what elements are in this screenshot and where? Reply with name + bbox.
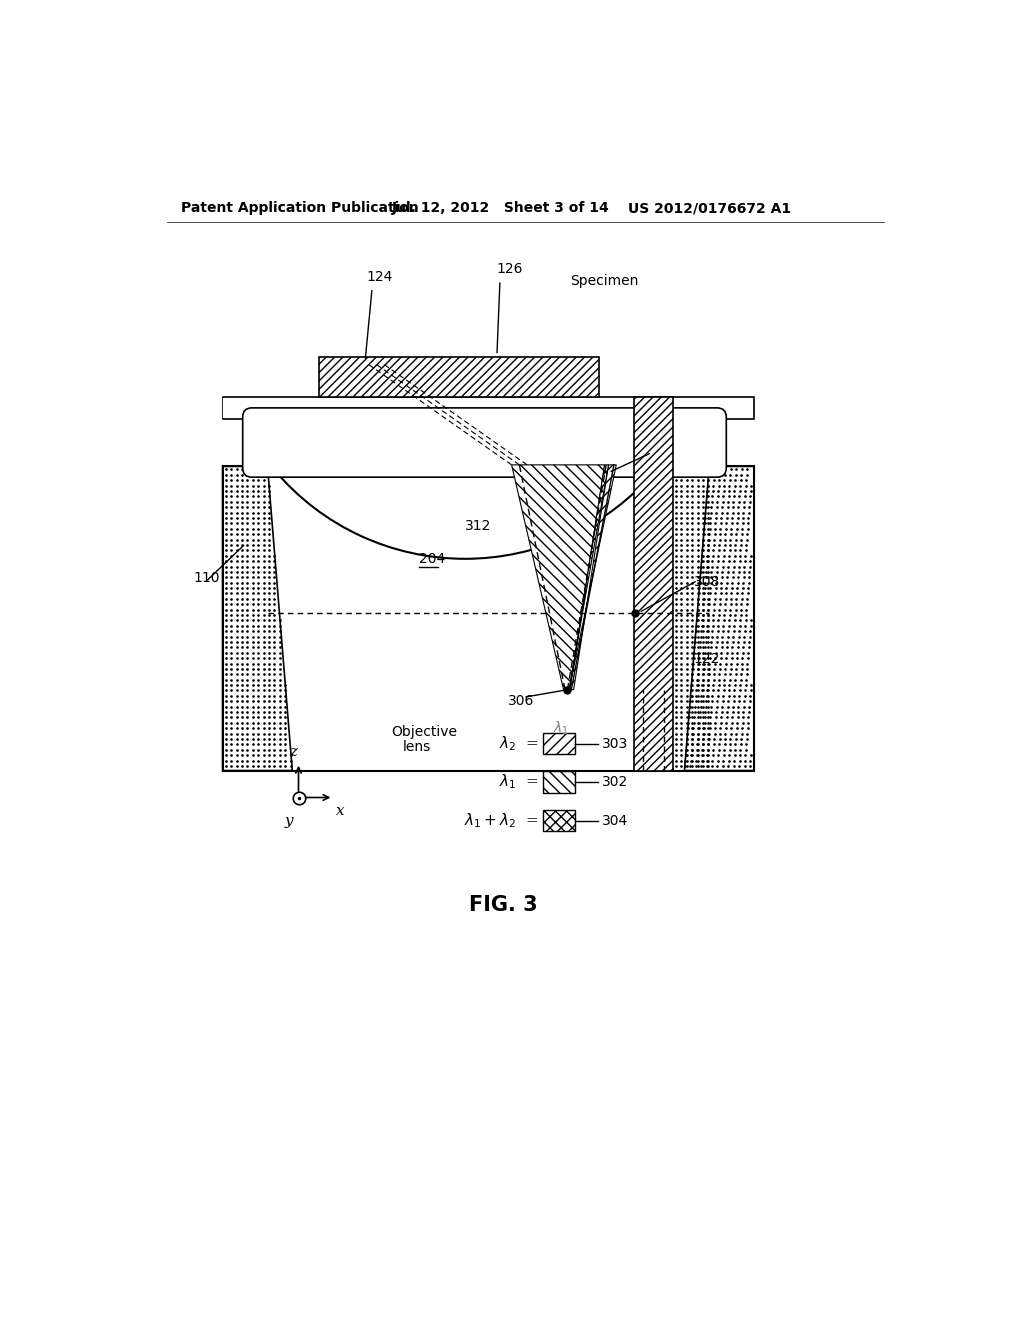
Text: $\lambda_2$: $\lambda_2$ bbox=[586, 474, 600, 490]
Text: 202: 202 bbox=[297, 438, 324, 451]
Text: 304: 304 bbox=[602, 813, 629, 828]
Bar bbox=[223, 397, 754, 418]
Text: Jul. 12, 2012   Sheet 3 of 14: Jul. 12, 2012 Sheet 3 of 14 bbox=[391, 202, 609, 215]
Text: Patent Application Publication: Patent Application Publication bbox=[180, 202, 419, 215]
Text: 126: 126 bbox=[496, 263, 522, 276]
Text: US 2012/0176672 A1: US 2012/0176672 A1 bbox=[628, 202, 791, 215]
Text: 312: 312 bbox=[465, 519, 492, 533]
Text: FIG. 3: FIG. 3 bbox=[469, 895, 538, 915]
FancyBboxPatch shape bbox=[243, 408, 726, 478]
Bar bbox=[543, 771, 575, 793]
Text: Oil: Oil bbox=[267, 438, 286, 451]
Bar bbox=[222, 466, 755, 771]
Text: Objective: Objective bbox=[391, 725, 458, 739]
Text: 306: 306 bbox=[508, 694, 535, 709]
Text: $\lambda_1$: $\lambda_1$ bbox=[553, 719, 568, 737]
Text: y: y bbox=[285, 814, 293, 829]
Polygon shape bbox=[569, 465, 608, 689]
Polygon shape bbox=[222, 466, 292, 771]
Text: 302: 302 bbox=[602, 775, 629, 789]
Text: 122: 122 bbox=[693, 652, 720, 665]
Text: 110: 110 bbox=[194, 572, 220, 585]
Text: x: x bbox=[336, 804, 344, 817]
Text: Slide: Slide bbox=[630, 401, 664, 414]
Text: 124: 124 bbox=[367, 269, 393, 284]
Polygon shape bbox=[684, 466, 755, 771]
Text: lens: lens bbox=[403, 741, 431, 755]
Text: 310: 310 bbox=[655, 446, 681, 459]
Text: 204: 204 bbox=[419, 552, 444, 566]
Text: $\lambda_1 + \lambda_2$  =: $\lambda_1 + \lambda_2$ = bbox=[464, 812, 539, 830]
Bar bbox=[543, 810, 575, 832]
Bar bbox=[543, 733, 575, 755]
Text: 308: 308 bbox=[693, 576, 720, 589]
Text: Specimen: Specimen bbox=[569, 273, 638, 288]
Bar bbox=[634, 397, 673, 771]
Bar bbox=[318, 358, 599, 397]
Text: z: z bbox=[289, 744, 297, 759]
Text: 303: 303 bbox=[602, 737, 629, 751]
Text: $\lambda_1$  =: $\lambda_1$ = bbox=[499, 772, 539, 792]
Bar bbox=[222, 397, 755, 418]
Text: $\lambda_2$  =: $\lambda_2$ = bbox=[499, 734, 539, 752]
Polygon shape bbox=[569, 465, 616, 689]
Polygon shape bbox=[512, 465, 604, 689]
Text: 128: 128 bbox=[671, 401, 697, 414]
Bar bbox=[267, 466, 710, 771]
